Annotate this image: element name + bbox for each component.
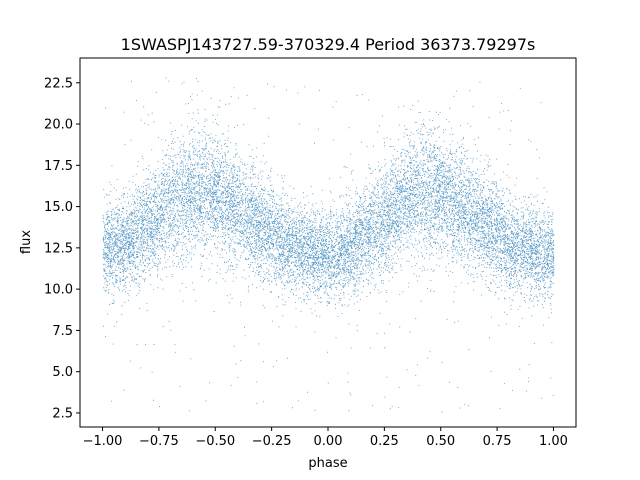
x-tick-label: 1.00 [539, 434, 568, 449]
y-tick-label: 15.0 [44, 200, 73, 215]
x-tick-label: 0.25 [370, 434, 399, 449]
x-tick-label: 0.75 [483, 434, 512, 449]
x-tick-label: −0.25 [252, 434, 292, 449]
y-axis-label: flux [19, 230, 34, 254]
x-axis: −1.00 −0.75 −0.50 −0.25 0.00 0.25 0.50 0.75 1.00 [83, 427, 568, 449]
scatter-point-cloud [102, 77, 555, 413]
scatter-points [102, 77, 555, 413]
plot-background [80, 58, 576, 427]
x-tick-label: 0.00 [314, 434, 343, 449]
x-tick-label: 0.50 [426, 434, 455, 449]
plot-area [79, 57, 577, 428]
y-tick-label: 2.5 [52, 406, 73, 421]
x-tick-label: −1.00 [83, 434, 123, 449]
y-tick-label: 5.0 [52, 365, 73, 380]
y-tick-label: 17.5 [44, 159, 73, 174]
y-tick-label: 7.5 [52, 324, 73, 339]
y-tick-label: 10.0 [44, 283, 73, 298]
x-axis-label: phase [308, 456, 347, 471]
y-tick-label: 12.5 [44, 241, 73, 256]
y-tick-label: 20.0 [44, 118, 73, 133]
x-tick-label: −0.75 [139, 434, 179, 449]
y-axis: 2.5 5.0 7.5 10.0 12.5 15.0 17.5 20.0 22.5 [44, 76, 80, 421]
x-tick-label: −0.50 [195, 434, 235, 449]
chart-title: 1SWASPJ143727.59-370329.4 Period 36373.7… [121, 35, 536, 54]
y-tick-label: 22.5 [44, 76, 73, 91]
